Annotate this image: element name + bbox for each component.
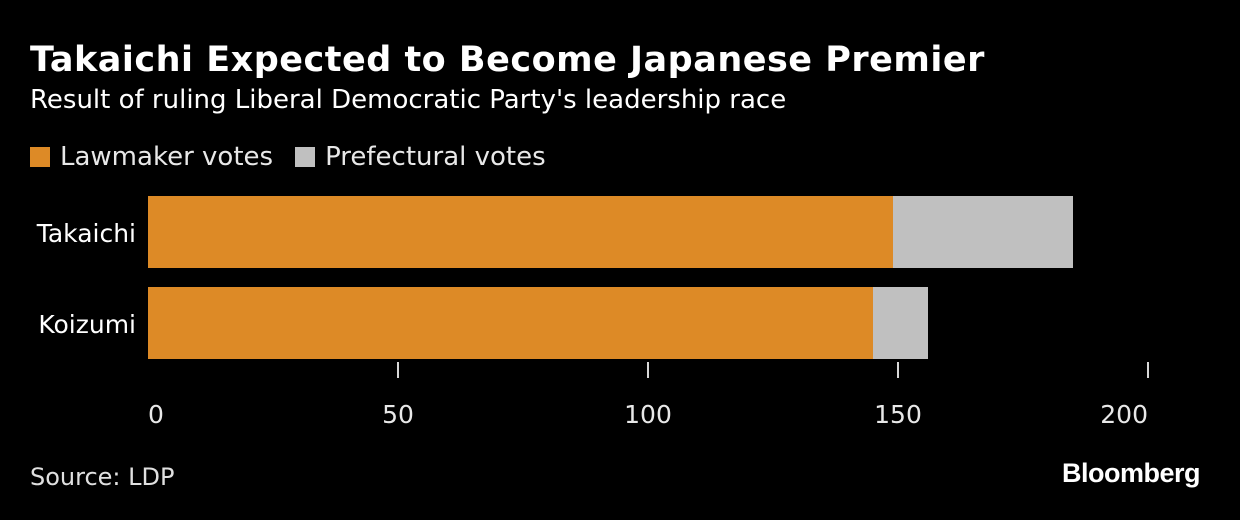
bloomberg-logo: Bloomberg xyxy=(1061,458,1201,488)
legend-label-lawmaker: Lawmaker votes xyxy=(60,142,274,172)
legend-swatch-prefectural xyxy=(295,147,316,167)
category-label-takaichi: Takaichi xyxy=(36,219,136,248)
x-tick-label-200: 200 xyxy=(1100,400,1148,429)
x-tick-label-0: 0 xyxy=(148,400,164,429)
legend-label-prefectural: Prefectural votes xyxy=(325,142,546,172)
bar-takaichi-lawmaker xyxy=(148,196,893,268)
x-tick-label-50: 50 xyxy=(382,400,414,429)
x-tick-label-100: 100 xyxy=(624,400,672,429)
x-tick-label-150: 150 xyxy=(874,400,922,429)
category-label-koizumi: Koizumi xyxy=(38,310,136,339)
bar-takaichi-prefectural xyxy=(893,196,1073,268)
chart-title: Takaichi Expected to Become Japanese Pre… xyxy=(30,40,985,80)
source-note: Source: LDP xyxy=(30,463,175,491)
bar-koizumi-lawmaker xyxy=(148,287,873,359)
legend-swatch-lawmaker xyxy=(30,147,50,167)
legend-item-prefectural: Prefectural votes xyxy=(295,142,546,172)
bar-koizumi-prefectural xyxy=(873,287,928,359)
legend-item-lawmaker: Lawmaker votes xyxy=(30,142,273,172)
legend: Lawmaker votes Prefectural votes xyxy=(30,142,568,172)
chart-subtitle: Result of ruling Liberal Democratic Part… xyxy=(30,85,787,115)
